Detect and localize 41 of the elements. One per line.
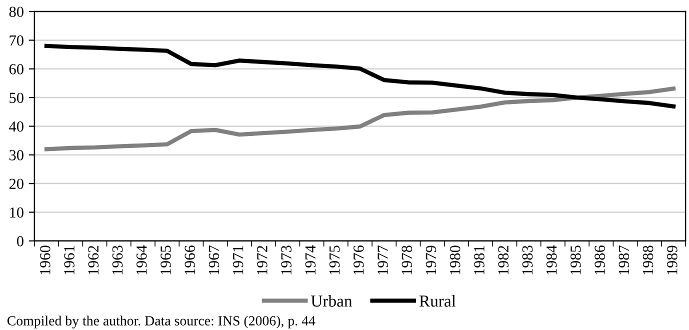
x-tick-label: 1989 (667, 246, 678, 274)
x-tick-label: 1964 (136, 245, 147, 274)
x-tick-label: 1973 (281, 246, 292, 274)
x-tick-label: 1976 (354, 246, 364, 274)
x-tick-label: 1962 (88, 246, 99, 274)
y-tick-label: 30 (9, 150, 24, 160)
x-tick-label: 1985 (570, 246, 581, 274)
y-tick-label: 50 (10, 92, 24, 104)
x-tick-label: 1981 (474, 246, 484, 274)
x-tick-label: 1971 (232, 246, 244, 274)
x-tick-label: 1974 (305, 245, 316, 274)
x-tick-label: 1965 (160, 246, 171, 274)
y-tick-label: 80 (9, 6, 24, 17)
y-tick-label: 0 (16, 236, 24, 246)
x-tick-label: 1975 (329, 246, 340, 274)
x-tick-label: 1966 (184, 246, 196, 274)
y-tick-label: 20 (9, 178, 24, 190)
x-tick-label: 1960 (40, 246, 50, 274)
x-tick-label: 1978 (402, 246, 412, 274)
x-tick-label: 1984 (546, 245, 557, 274)
x-tick-label: 1982 (498, 246, 509, 274)
x-tick-label: 1961 (64, 246, 74, 274)
y-tick-label: 10 (10, 207, 24, 218)
y-tick-label: 60 (9, 64, 24, 74)
x-tick-label: 1977 (378, 246, 388, 274)
x-tick-label: 1988 (642, 246, 654, 274)
x-tick-label: 1980 (450, 246, 460, 274)
legend-label: Rural (419, 294, 456, 307)
x-tick-label: 1983 (522, 246, 533, 274)
legend-label: Urban (311, 294, 352, 307)
x-tick-label: 1979 (426, 246, 436, 274)
text: Compiled by the author. Data source: INS (2006), p. 44 (7, 316, 316, 328)
x-tick-label: 1972 (257, 246, 268, 274)
y-tick-label: 70 (10, 35, 24, 46)
x-tick-label: 1967 (208, 246, 220, 274)
x-tick-label: 1986 (594, 246, 605, 274)
x-tick-label: 1963 (112, 246, 123, 274)
y-tick-label: 40 (9, 121, 24, 132)
line-series (44, 86, 676, 152)
line-series (44, 44, 676, 109)
x-tick-label: 1987 (618, 246, 630, 274)
